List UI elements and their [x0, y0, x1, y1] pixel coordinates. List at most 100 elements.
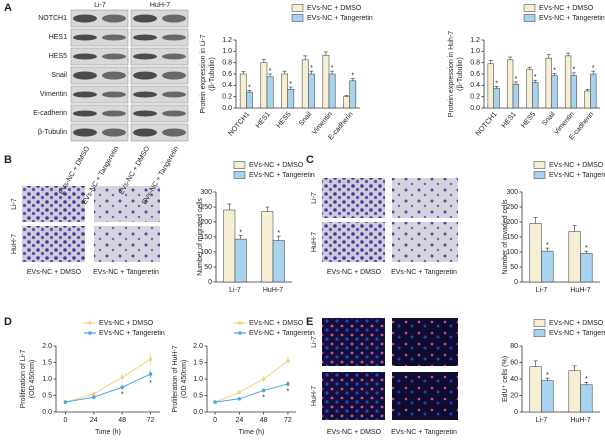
y-tick-label: 50 [510, 264, 518, 271]
micrograph [392, 222, 458, 262]
blot-band [133, 34, 157, 41]
y-axis-label: (β-Tubulin) [209, 57, 216, 91]
bar [570, 75, 578, 109]
blot-band [102, 71, 126, 80]
point [92, 395, 96, 399]
legend-label: EVs-NC + DMSO [549, 162, 604, 169]
x-tick-label: Snail [298, 111, 314, 128]
blot-band [102, 14, 126, 23]
y-tick-label: 150 [506, 234, 518, 241]
bar [343, 96, 350, 109]
micrograph [322, 222, 385, 262]
blot-strip [70, 104, 129, 123]
significance: * [289, 81, 292, 88]
legend-swatch [88, 331, 92, 335]
bar [584, 90, 591, 109]
blot-band [73, 14, 97, 23]
bar [487, 63, 494, 109]
bar [266, 76, 274, 109]
line [65, 373, 151, 403]
x-tick-label: 24 [235, 417, 243, 424]
blot-strip [70, 123, 129, 142]
blot-row-label: E-cadherin [33, 110, 67, 117]
legend-swatch [238, 331, 242, 335]
micrograph [22, 226, 85, 262]
bar [506, 59, 514, 109]
significance: * [546, 372, 549, 379]
blot-band [102, 91, 126, 98]
blot-band [73, 53, 97, 60]
legend-swatch [523, 14, 536, 22]
bar [580, 253, 593, 283]
blot-strip [70, 47, 129, 66]
y-tick-label: 150 [200, 234, 212, 241]
blot-strip [130, 85, 189, 104]
bar [541, 380, 554, 413]
y-axis-label: (β-Tubulin) [457, 57, 464, 91]
bar [493, 87, 500, 109]
legend-swatch [533, 329, 546, 337]
blot-strip [130, 104, 189, 123]
y-axis-label: (OD 450nm) [29, 360, 36, 399]
micrograph [322, 372, 385, 420]
bar [322, 55, 330, 109]
blot-band [162, 53, 186, 60]
line [65, 358, 151, 403]
blot-band [102, 34, 126, 41]
blot-band [73, 91, 97, 98]
x-tick-label: HuH-7 [570, 417, 590, 424]
blot-band [162, 71, 186, 80]
y-tick-label: 0.6 [470, 71, 480, 78]
y-tick-label: 0.0 [193, 409, 203, 416]
bar [308, 73, 315, 109]
bar [529, 223, 542, 283]
blot-strip [70, 66, 129, 85]
image-row-label: HuH-7 [311, 232, 318, 252]
bar [234, 238, 247, 283]
significance: * [592, 65, 595, 72]
point [286, 382, 290, 386]
legend-swatch [291, 4, 304, 12]
significance: * [262, 394, 265, 401]
legend-label: EVs-NC + Tangeretin [549, 172, 605, 179]
significance: * [248, 84, 251, 91]
y-tick-label: 1.0 [42, 376, 52, 383]
blot-strip [130, 47, 189, 66]
x-tick-label: HES5 [520, 111, 537, 130]
bar [239, 73, 247, 109]
legend-swatch [233, 161, 246, 169]
blot-band [133, 53, 157, 60]
blot-band [162, 91, 186, 98]
bar [260, 62, 268, 109]
blot-row-label: NOTCH1 [38, 15, 67, 22]
y-axis-label: Number of invaded cells [502, 199, 509, 275]
image-row-label: HuH-7 [311, 386, 318, 406]
y-tick-label: 300 [506, 189, 518, 196]
y-axis-label: Number of migrated cells [197, 198, 204, 276]
bar [272, 240, 285, 283]
x-tick-label: Li-7 [229, 287, 241, 294]
y-tick-label: 20 [510, 392, 518, 399]
y-tick-label: 0.8 [470, 60, 480, 67]
blot-band [102, 110, 126, 117]
y-tick-label: 80 [510, 343, 518, 350]
y-tick-label: 200 [200, 219, 212, 226]
point [63, 400, 68, 404]
x-tick-label: 72 [284, 417, 292, 424]
bar [545, 57, 552, 109]
significance: * [546, 242, 549, 249]
legend-label: EVs-NC + DMSO [249, 162, 304, 169]
bar [328, 73, 336, 109]
micrograph [392, 372, 458, 420]
y-axis-label: Protein expression in Huh-7 [448, 31, 455, 117]
y-axis-label: Protein expression in Li-7 [200, 34, 207, 113]
blot-row-label: HES1 [49, 34, 67, 41]
point [261, 388, 266, 393]
blot-band [133, 91, 157, 98]
panel-label: C [306, 154, 314, 166]
significance: * [495, 80, 498, 87]
point [213, 400, 217, 404]
blot-band [162, 110, 186, 117]
y-tick-label: 0.4 [222, 82, 232, 89]
significance: * [277, 230, 280, 237]
